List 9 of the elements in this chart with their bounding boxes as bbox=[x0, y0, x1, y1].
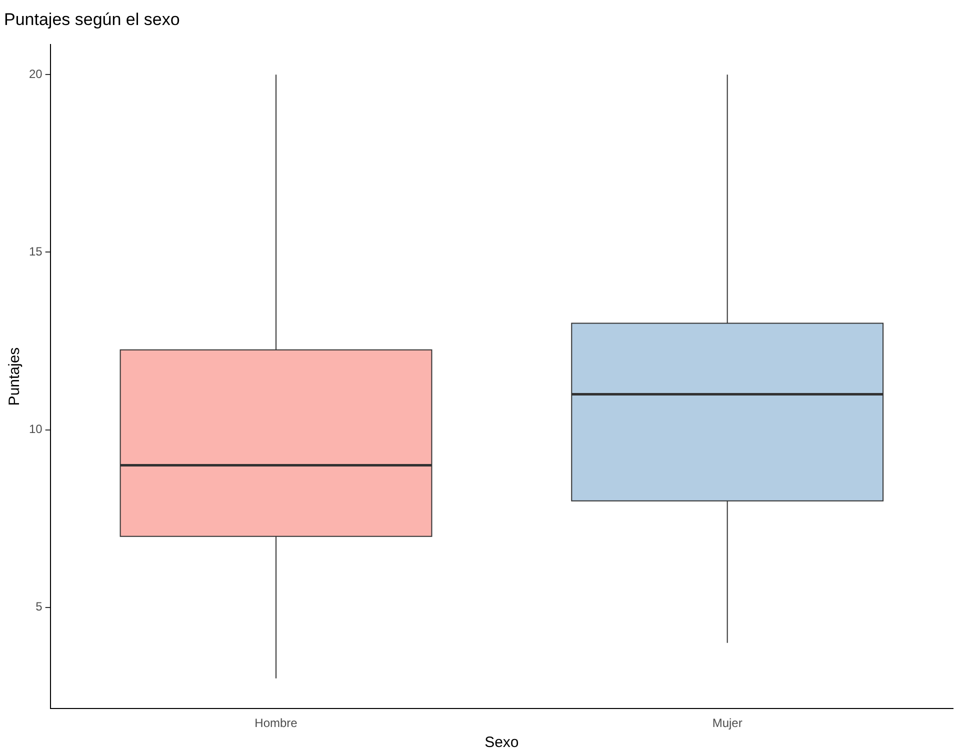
y-tick-label: 20 bbox=[28, 66, 43, 81]
y-tick-label: 15 bbox=[28, 244, 43, 258]
y-tick-label: 5 bbox=[36, 600, 43, 614]
x-tick-label: Hombre bbox=[254, 716, 298, 730]
x-axis-title: Sexo bbox=[484, 734, 519, 752]
y-axis-title: Puntajes bbox=[6, 347, 24, 406]
x-tick-label: Mujer bbox=[712, 716, 742, 730]
chart-title: Puntajes según el sexo bbox=[4, 10, 180, 29]
y-tick-label: 10 bbox=[28, 422, 43, 436]
